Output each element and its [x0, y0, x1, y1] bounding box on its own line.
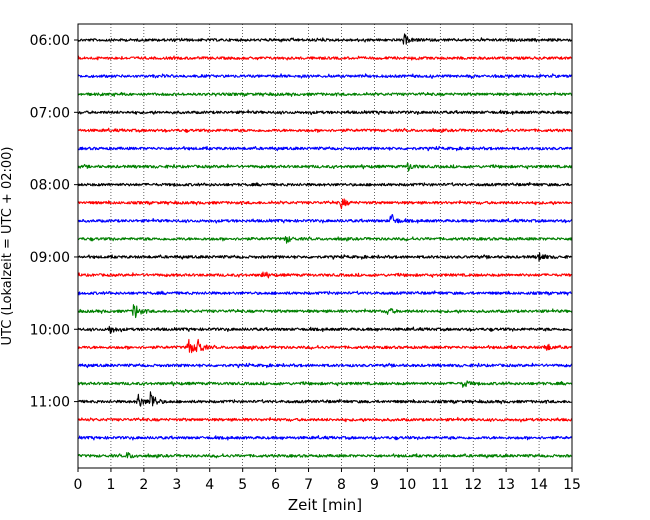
x-axis-title: Zeit [min]: [288, 496, 362, 514]
trace-1145: [77, 451, 573, 459]
y-tick-label: 07:00: [30, 105, 70, 121]
trace-1045: [77, 380, 573, 388]
trace-1015: [77, 338, 573, 354]
x-tick-label: 15: [563, 477, 581, 493]
x-tick-label: 5: [238, 477, 247, 493]
y-tick-label: 11:00: [30, 395, 70, 411]
trace-series-group: [77, 33, 573, 459]
y-tick-label: 08:00: [30, 178, 70, 194]
x-tick-label: 11: [431, 477, 449, 493]
y-axis-ticks: 06:00 07:00 08:00 09:00 10:00 11:00: [30, 33, 78, 411]
x-tick-label: 9: [370, 477, 379, 493]
trace-0945: [77, 304, 573, 319]
y-tick-label: 06:00: [30, 33, 70, 49]
trace-1030: [77, 362, 573, 369]
trace-1130: [77, 435, 573, 441]
x-tick-label: 3: [172, 477, 181, 493]
trace-0715: [77, 127, 573, 134]
x-tick-label: 10: [398, 477, 416, 493]
trace-0900: [77, 252, 573, 262]
y-tick-label: 09:00: [30, 250, 70, 266]
trace-1115: [77, 416, 573, 423]
trace-0600: [77, 33, 573, 45]
trace-0745: [77, 162, 573, 172]
vertical-grid: [110, 24, 540, 468]
x-tick-label: 7: [304, 477, 313, 493]
x-tick-label: 12: [464, 477, 482, 493]
x-axis-ticks: 0 1 2 3 4 5 6 7 8 9 10 11 12 13 14 15: [74, 468, 581, 493]
trace-0915: [77, 271, 573, 279]
x-tick-label: 6: [271, 477, 280, 493]
trace-0845: [77, 236, 573, 244]
x-tick-label: 0: [74, 477, 83, 493]
trace-0830: [77, 214, 573, 224]
trace-0645: [77, 91, 573, 97]
trace-0700: [77, 109, 573, 116]
x-tick-label: 1: [106, 477, 115, 493]
trace-0630: [77, 73, 573, 80]
plot-frame: [77, 23, 573, 469]
x-tick-label: 14: [530, 477, 548, 493]
trace-0930: [77, 290, 573, 296]
x-tick-label: 13: [497, 477, 515, 493]
y-tick-label: 10:00: [30, 322, 70, 338]
trace-0730: [77, 145, 573, 152]
trace-1100: [77, 391, 573, 407]
y-axis-title: UTC (Lokalzeit = UTC + 02:00): [0, 147, 15, 346]
trace-0815: [77, 198, 573, 210]
trace-0800: [77, 181, 573, 187]
x-tick-label: 4: [205, 477, 214, 493]
x-tick-label: 8: [337, 477, 346, 493]
trace-1000: [77, 325, 573, 334]
x-tick-label: 2: [139, 477, 148, 493]
plot-background: [78, 24, 572, 468]
trace-0615: [77, 55, 573, 61]
